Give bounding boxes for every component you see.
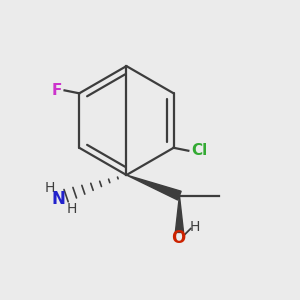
Text: H: H [45,181,55,195]
Text: O: O [171,229,185,247]
Text: H: H [66,202,76,216]
Text: H: H [190,220,200,234]
Text: F: F [52,83,62,98]
Text: Cl: Cl [191,143,208,158]
Polygon shape [175,196,184,232]
Text: N: N [52,190,66,208]
Polygon shape [126,175,181,200]
